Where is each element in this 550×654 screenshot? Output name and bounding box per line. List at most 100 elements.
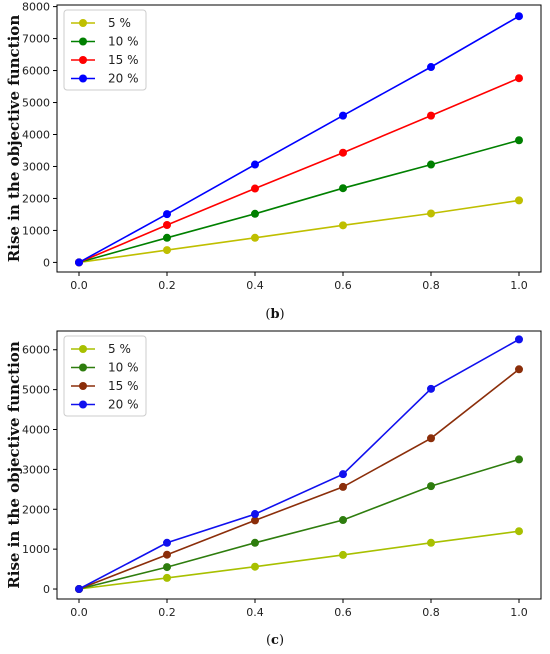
series-2 (75, 365, 523, 594)
data-point (251, 184, 259, 193)
y-tick-label: 3000 (22, 463, 50, 476)
series-line (78, 15, 520, 264)
y-tick-label: 2000 (22, 503, 50, 516)
data-point (515, 455, 523, 464)
series-line (78, 530, 520, 590)
y-tick-label: 4000 (22, 129, 50, 142)
series-2 (75, 74, 523, 267)
y-tick-label: 6000 (22, 344, 50, 357)
series-3 (75, 335, 523, 594)
data-point (163, 210, 171, 219)
data-point (251, 516, 259, 525)
x-tick-label: 0.2 (158, 606, 176, 619)
data-point (427, 384, 435, 393)
y-tick-label: 7000 (22, 33, 50, 46)
legend-label: 10 % (108, 361, 139, 375)
caption-close: ) (280, 307, 285, 322)
series-line (78, 139, 520, 264)
caption-open: ( (266, 633, 271, 648)
data-point (163, 563, 171, 572)
chart-panel-b: 0.0 0.2 0.4 0.6 0.8 1.0 0 1000 2000 3000 4000 5000 6… (5, 1, 542, 322)
data-point (251, 233, 259, 242)
legend-label: 5 % (108, 16, 131, 30)
data-point (427, 482, 435, 491)
legend-label: 5 % (108, 342, 131, 356)
x-tick-label: 0.2 (158, 279, 176, 292)
x-tick-label: 0.0 (70, 606, 88, 619)
data-point (163, 550, 171, 559)
data-point (339, 482, 347, 491)
data-point (163, 246, 171, 255)
y-tick-label: 1000 (22, 224, 50, 237)
data-point (427, 160, 435, 169)
data-point (251, 538, 259, 547)
data-point (163, 538, 171, 547)
x-tick-label: 0.4 (246, 606, 264, 619)
x-tick-label: 0.6 (334, 606, 352, 619)
data-point (515, 12, 523, 21)
figure-caption: (c) (266, 633, 284, 648)
data-point (427, 434, 435, 443)
series-1 (75, 136, 523, 267)
x-tick-label: 0.0 (70, 279, 88, 292)
series-line (78, 368, 520, 590)
caption-letter: b (270, 307, 279, 322)
data-point (75, 585, 83, 594)
y-tick-label: 8000 (22, 1, 50, 14)
data-point (515, 335, 523, 344)
data-point (515, 136, 523, 145)
series-0 (75, 196, 523, 267)
caption-letter: c (271, 633, 279, 648)
series-line (78, 458, 520, 590)
data-point (163, 233, 171, 242)
series-3 (75, 12, 523, 267)
y-tick-label: 0 (43, 583, 50, 596)
figure-caption: (b) (265, 307, 284, 322)
data-point (339, 470, 347, 479)
data-point (427, 111, 435, 120)
data-point (339, 111, 347, 120)
data-point (339, 184, 347, 193)
legend-swatch-marker (79, 363, 87, 372)
legend-label: 15 % (108, 53, 139, 67)
x-tick-label: 0.8 (422, 606, 440, 619)
data-point (515, 365, 523, 374)
legend: 5 % 10 % 15 % 20 % (63, 9, 147, 91)
caption-close: ) (279, 633, 284, 648)
legend-swatch-marker (79, 345, 87, 353)
y-tick-label: 5000 (22, 384, 50, 397)
series-line (78, 199, 520, 264)
y-tick-label: 6000 (22, 65, 50, 78)
x-tick-label: 1.0 (510, 279, 528, 292)
x-tick-label: 0.4 (246, 279, 264, 292)
x-tick-label: 1.0 (510, 606, 528, 619)
data-point (251, 209, 259, 218)
legend-label: 20 % (108, 398, 139, 412)
y-tick-label: 1000 (22, 543, 50, 556)
legend-swatch-marker (79, 56, 87, 64)
legend-label: 15 % (108, 379, 139, 393)
data-point (251, 510, 259, 519)
data-point (163, 220, 171, 229)
chart-panel-c: 0.0 0.2 0.4 0.6 0.8 1.0 0 1000 2000 3000 4000 5000 6… (5, 330, 542, 648)
y-tick-label: 0 (43, 256, 50, 269)
legend-label: 20 % (108, 72, 139, 86)
series-0 (75, 527, 523, 594)
data-point (339, 221, 347, 230)
legend-label: 10 % (108, 35, 139, 49)
y-tick-label: 2000 (22, 192, 50, 205)
data-point (427, 538, 435, 547)
data-point (251, 160, 259, 169)
legend-box (63, 9, 147, 91)
series-line (78, 338, 520, 590)
data-point (339, 148, 347, 157)
legend-swatch-marker (79, 19, 87, 27)
data-point (75, 258, 83, 267)
x-tick-label: 0.8 (422, 279, 440, 292)
data-point (515, 196, 523, 205)
plot-frame (56, 4, 542, 273)
y-axis-label: Rise in the objective function (5, 341, 23, 589)
legend-swatch-marker (79, 74, 87, 83)
data-point (339, 516, 347, 525)
